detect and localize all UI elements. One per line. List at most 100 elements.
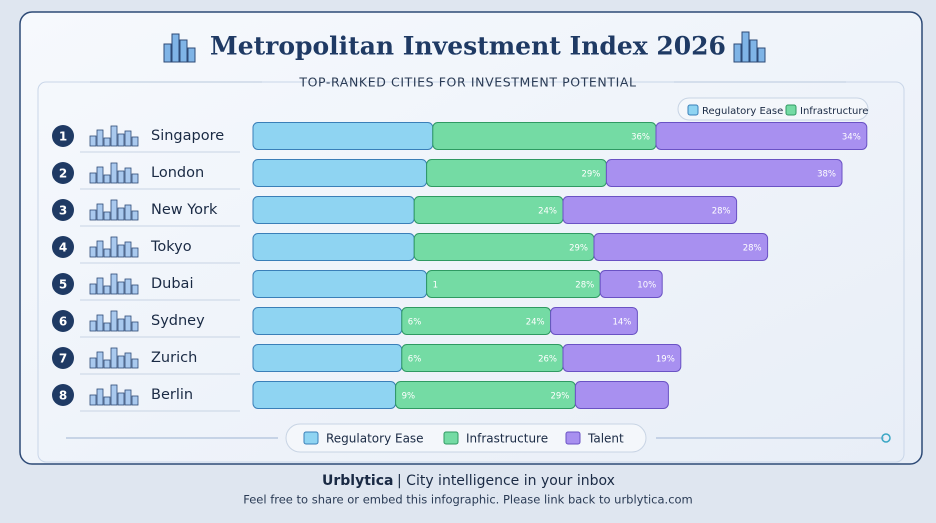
inner-frame [37, 81, 905, 463]
city-icon-building [96, 388, 104, 406]
city-icon [89, 273, 139, 295]
city-icon-building [117, 355, 125, 369]
city-icon-building [103, 359, 111, 369]
rank-badge [52, 347, 74, 369]
city-icon-building [124, 389, 132, 406]
chart-title: Metropolitan Investment Index 2026 [210, 32, 726, 61]
city-icon-building [124, 352, 132, 369]
bar-segment [426, 270, 601, 298]
city-icon-building [131, 210, 139, 221]
value-label: 1 [433, 281, 438, 291]
bar-segment [562, 196, 738, 224]
city-icon-building [124, 130, 132, 147]
city-icon [89, 347, 139, 369]
rank-badge [52, 384, 74, 406]
value-label: 38% [817, 170, 836, 180]
value-label: 19% [656, 355, 675, 365]
city-icon-building [131, 136, 139, 147]
chart-subtitle: TOP-RANKED CITIES FOR INVESTMENT POTENTI… [298, 75, 636, 90]
title-icon [733, 31, 766, 63]
bar-segment [413, 233, 595, 261]
legend-swatch [443, 431, 459, 445]
legend-label: Regulatory Ease [326, 432, 424, 446]
city-icon-building [110, 310, 118, 332]
city-icon-building [89, 172, 97, 184]
bar-segment [574, 381, 669, 409]
city-icon-building [96, 277, 104, 295]
city-icon-building [89, 320, 97, 332]
rank-label: 7 [59, 352, 67, 366]
city-icon-building [124, 241, 132, 258]
rank-label: 1 [59, 130, 67, 144]
city-icon-building [110, 162, 118, 184]
legend-label: Regulatory Ease [702, 106, 783, 117]
rank-badge [52, 199, 74, 221]
category-label: Berlin [151, 387, 193, 403]
city-icon-building [131, 173, 139, 184]
value-label: 36% [631, 133, 650, 143]
city-icon-building [96, 240, 104, 258]
value-label: 14% [612, 318, 631, 328]
category-label: Tokyo [150, 239, 192, 255]
title-icon [163, 33, 196, 63]
bar-segment [593, 233, 769, 261]
rank-label: 2 [59, 167, 67, 181]
category-label: Singapore [151, 128, 224, 144]
decor-dot [881, 433, 891, 443]
bar-segment [252, 196, 415, 224]
city-icon [89, 310, 139, 332]
city-icon [89, 162, 139, 184]
bar-segment [395, 381, 576, 409]
value-label: 10% [637, 281, 656, 291]
legend-swatch [785, 104, 797, 116]
legend-label: Talent [587, 432, 624, 446]
bar-segment [562, 344, 682, 372]
value-label: 24% [526, 318, 545, 328]
city-icon-building [96, 351, 104, 369]
city-icon-building [117, 170, 125, 184]
value-label: 9% [402, 392, 416, 402]
city-icon-building [103, 211, 111, 221]
city-icon-building [117, 133, 125, 147]
city-icon-building [131, 321, 139, 332]
city-icon [89, 125, 139, 147]
city-icon-building [110, 125, 118, 147]
city-icon-building [124, 315, 132, 332]
city-icon-building [96, 129, 104, 147]
city-icon-building [131, 395, 139, 406]
city-icon-building [110, 384, 118, 406]
bar-segment [252, 159, 428, 187]
category-label: New York [151, 202, 218, 218]
city-icon-building [110, 273, 118, 295]
bar-segment [252, 307, 403, 335]
rank-badge [52, 310, 74, 332]
city-icon-building [103, 322, 111, 332]
rank-label: 4 [59, 241, 67, 255]
city-icon-building [124, 278, 132, 295]
legend-box [677, 97, 869, 121]
value-label: 29% [581, 170, 600, 180]
bar-segment [252, 270, 428, 298]
city-icon-building [131, 358, 139, 369]
rank-label: 3 [59, 204, 67, 218]
bar-segment [252, 344, 403, 372]
city-icon-building [89, 246, 97, 258]
city-icon-building [103, 248, 111, 258]
city-icon-building [117, 207, 125, 221]
value-label: 28% [575, 281, 594, 291]
rank-label: 5 [59, 278, 67, 292]
city-icon-building [103, 174, 111, 184]
value-label: 29% [550, 392, 569, 402]
footer-note: Feel free to share or embed this infogra… [243, 493, 693, 507]
city-icon-building [117, 392, 125, 406]
city-icon [89, 199, 139, 221]
bar-segment [252, 233, 415, 261]
category-label: London [151, 165, 204, 181]
city-icon-building [117, 244, 125, 258]
city-icon-building [89, 209, 97, 221]
city-icon-building [89, 283, 97, 295]
legend-box [285, 423, 647, 453]
value-label: 28% [743, 244, 762, 254]
city-icon-building [110, 236, 118, 258]
value-label: 6% [408, 355, 422, 365]
